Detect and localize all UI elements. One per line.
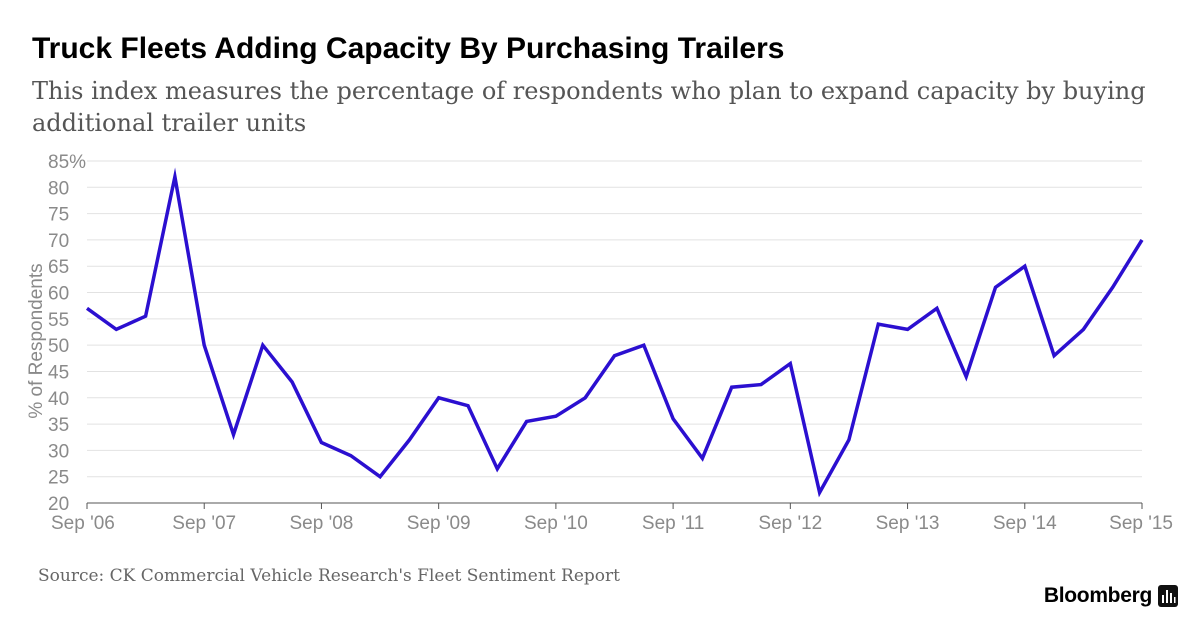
y-axis-label: % of Respondents xyxy=(26,263,47,418)
x-tick-label: Sep '10 xyxy=(524,513,588,534)
y-tick-label: 35 xyxy=(48,415,69,436)
x-tick-label: Sep '06 xyxy=(51,513,115,534)
x-tick-label: Sep '08 xyxy=(290,513,354,534)
y-tick-label: 25 xyxy=(48,468,69,489)
y-tick-label: 30 xyxy=(48,441,69,462)
x-tick-label: Sep '12 xyxy=(758,513,822,534)
series-line xyxy=(85,167,1144,498)
y-tick-label: 60 xyxy=(48,284,69,305)
bloomberg-chart-icon xyxy=(1158,585,1178,607)
series-layer xyxy=(85,167,1144,498)
brand-name: Bloomberg xyxy=(1043,584,1152,607)
chart-title: Truck Fleets Adding Capacity By Purchasi… xyxy=(32,32,785,65)
y-tick-label: 70 xyxy=(48,231,69,252)
x-tick-label: Sep '09 xyxy=(407,513,471,534)
y-tick-label: 80 xyxy=(48,178,69,199)
x-tick-label: Sep '15 xyxy=(1109,513,1173,534)
y-axis-ticks: 20 25 30 35 40 45 50 55 60 65 70 75 80 85% xyxy=(48,152,86,515)
x-tick-label: Sep '11 xyxy=(642,513,704,534)
x-axis-ticks: Sep '06 Sep '07 Sep '08 Sep '09 Sep '10 Sep '… xyxy=(51,503,1173,534)
brand-logo: Bloomberg xyxy=(1044,584,1178,608)
y-tick-label: 55 xyxy=(48,310,69,331)
y-tick-label: 20 xyxy=(48,494,69,515)
x-tick-label: Sep '13 xyxy=(876,513,940,534)
y-tick-label: 65 xyxy=(48,257,69,278)
y-tick-label: 75 xyxy=(48,205,69,226)
x-tick-label: Sep '14 xyxy=(993,513,1057,534)
y-tick-label: 85% xyxy=(48,152,86,173)
chart-subtitle: This index measures the percentage of re… xyxy=(32,77,1146,137)
x-tick-label: Sep '07 xyxy=(172,513,236,534)
y-tick-label: 50 xyxy=(48,336,69,357)
source-note: Source: CK Commercial Vehicle Research's… xyxy=(38,566,620,586)
y-tick-label: 45 xyxy=(48,362,69,383)
y-tick-label: 40 xyxy=(48,389,69,410)
